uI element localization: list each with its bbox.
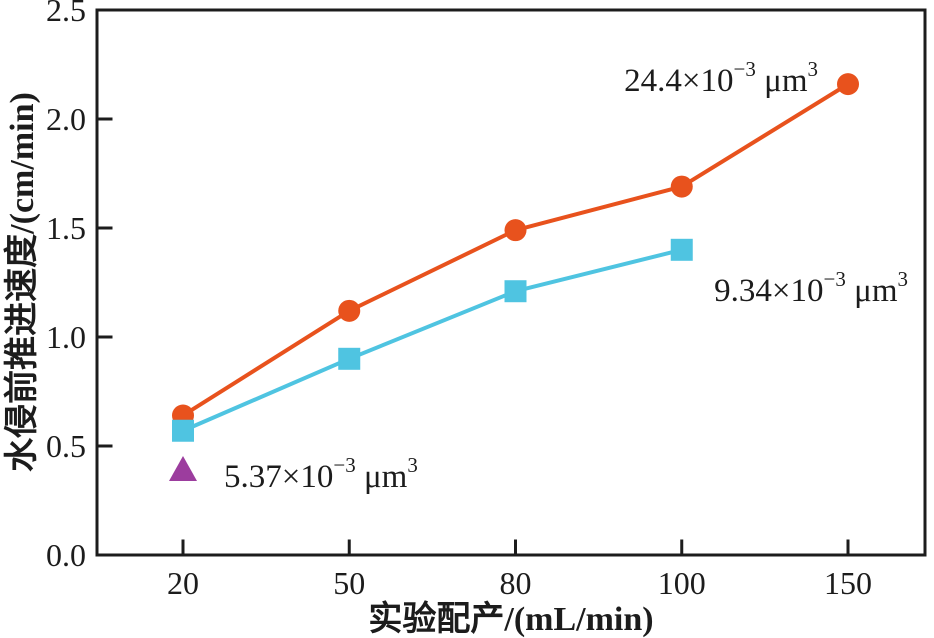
plot-frame — [95, 8, 927, 557]
series-annotation: 9.34×10−3 μm3 — [714, 267, 908, 309]
y-tick-label: 1.0 — [46, 319, 86, 355]
triangle-marker — [169, 455, 197, 481]
y-axis-title: 水侵前推进速度/(cm/min) — [3, 92, 41, 472]
square-marker — [670, 238, 693, 261]
series-annotation: 24.4×10−3 μm3 — [624, 57, 818, 99]
y-tick-label: 0.0 — [46, 537, 86, 573]
circle-marker — [837, 73, 859, 96]
y-axis: 0.0 0.5 1.0 1.5 2.0 2.5 — [46, 0, 113, 573]
series-annotation: 5.37×10−3 μm3 — [224, 453, 418, 495]
series-line — [181, 82, 850, 418]
x-axis: 20 50 80 100 150 — [167, 539, 872, 601]
x-tick-label: 150 — [824, 565, 872, 601]
series-square — [172, 238, 693, 442]
square-marker — [504, 280, 527, 303]
x-tick-label: 80 — [500, 565, 532, 601]
square-marker — [338, 347, 361, 370]
circle-marker — [338, 299, 361, 322]
x-axis-title: 实验配产/(mL/min) — [368, 599, 653, 638]
y-tick-label: 2.0 — [46, 101, 86, 137]
x-tick-label: 20 — [167, 565, 199, 601]
series-circle — [172, 73, 859, 427]
y-tick-label: 0.5 — [46, 428, 86, 464]
series-line — [181, 247, 684, 433]
x-tick-label: 100 — [658, 565, 706, 601]
circle-marker — [670, 175, 693, 198]
circle-marker — [504, 219, 527, 242]
y-tick-label: 2.5 — [46, 0, 86, 28]
x-tick-label: 50 — [333, 565, 365, 601]
y-tick-label: 1.5 — [46, 210, 86, 246]
square-marker — [172, 419, 194, 442]
series-triangle — [169, 455, 197, 481]
